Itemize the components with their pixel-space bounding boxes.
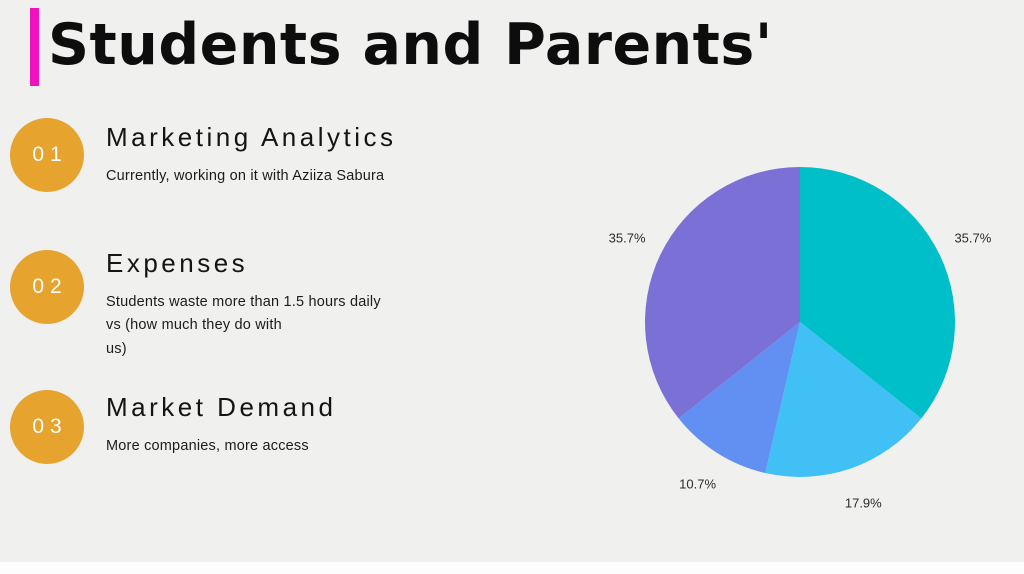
item-number-badge-01: 01 (10, 118, 84, 192)
item-text-01: Marketing Analytics Currently, working o… (106, 118, 396, 188)
item-number: 01 (32, 143, 68, 166)
item-title: Expenses (106, 248, 249, 278)
item-number-badge-02: 02 (10, 250, 84, 324)
list-item-03: 03 Market Demand More companies, more ac… (10, 388, 336, 464)
item-number: 02 (32, 275, 68, 298)
item-text-02: Expenses Students waste more than 1.5 ho… (106, 244, 381, 361)
item-number: 03 (32, 415, 68, 438)
pie-chart: 35.7% 17.9% 10.7% 35.7% (609, 167, 992, 510)
pie-slice-label: 17.9% (845, 495, 882, 510)
list-item-01: 01 Marketing Analytics Currently, workin… (10, 118, 396, 192)
pie-slice-label: 35.7% (609, 231, 646, 246)
item-description: More companies, more access (106, 438, 309, 454)
pie-slice (678, 322, 800, 474)
pie-slice-label: 35.7% (954, 231, 991, 246)
item-text-03: Market Demand More companies, more acces… (106, 388, 336, 458)
pie-slice-label: 10.7% (679, 476, 716, 491)
pie-slice (765, 322, 922, 477)
item-description: Currently, working on it with Aziiza Sab… (106, 168, 385, 184)
list-item-02: 02 Expenses Students waste more than 1.5… (10, 244, 381, 361)
item-title: Market Demand (106, 392, 337, 422)
item-number-badge-03: 03 (10, 390, 84, 464)
item-title: Marketing Analytics (106, 122, 397, 152)
page-title: Students and Parents' (48, 12, 773, 78)
accent-bar (30, 8, 39, 86)
item-description: Students waste more than 1.5 hours daily… (106, 294, 381, 357)
bottom-strip (0, 562, 1024, 574)
pie-slice (645, 167, 800, 419)
pie-slice (800, 167, 955, 419)
